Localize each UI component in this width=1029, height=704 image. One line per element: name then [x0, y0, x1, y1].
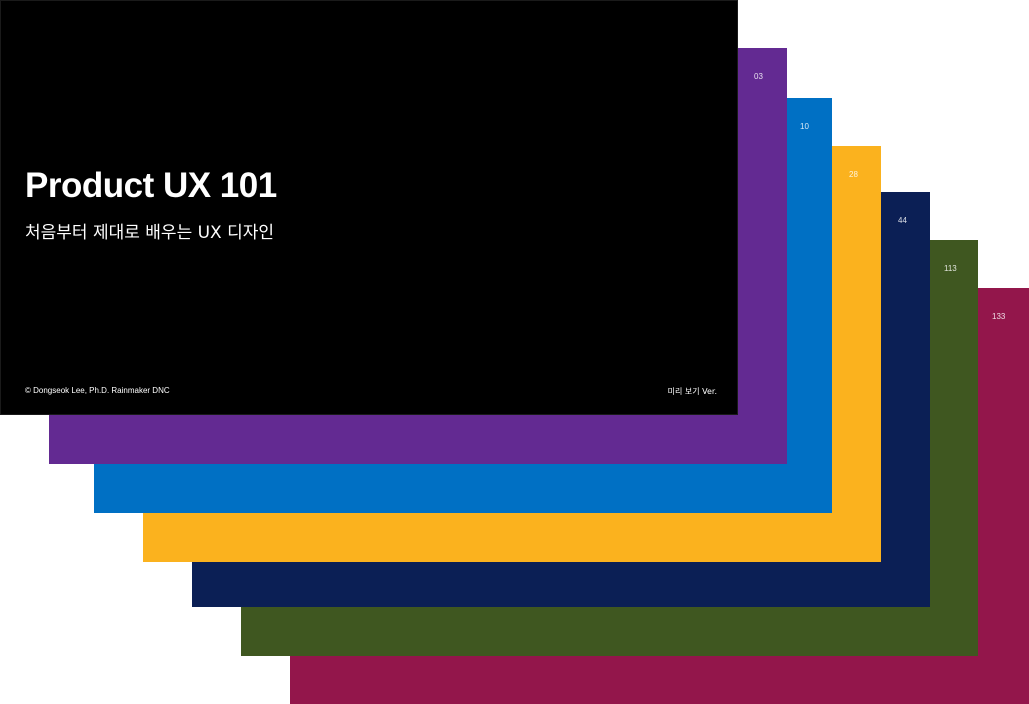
slide-page-number: 44: [898, 216, 907, 225]
cover-subtitle: 처음부터 제대로 배우는 UX 디자인: [25, 223, 275, 243]
slide-page-number: 113: [944, 264, 957, 273]
cover-title: Product UX 101: [25, 166, 277, 205]
slide-page-number: 10: [800, 122, 809, 131]
cover-credit: © Dongseok Lee, Ph.D. Rainmaker DNC: [25, 386, 170, 395]
slide-page-number: 03: [754, 72, 763, 81]
slide-page-number: 28: [849, 170, 858, 179]
cover-slide: Product UX 101 처음부터 제대로 배우는 UX 디자인 © Don…: [0, 0, 738, 415]
slide-page-number: 133: [992, 312, 1006, 321]
cover-version-label: 미리 보기 Ver.: [667, 387, 717, 396]
